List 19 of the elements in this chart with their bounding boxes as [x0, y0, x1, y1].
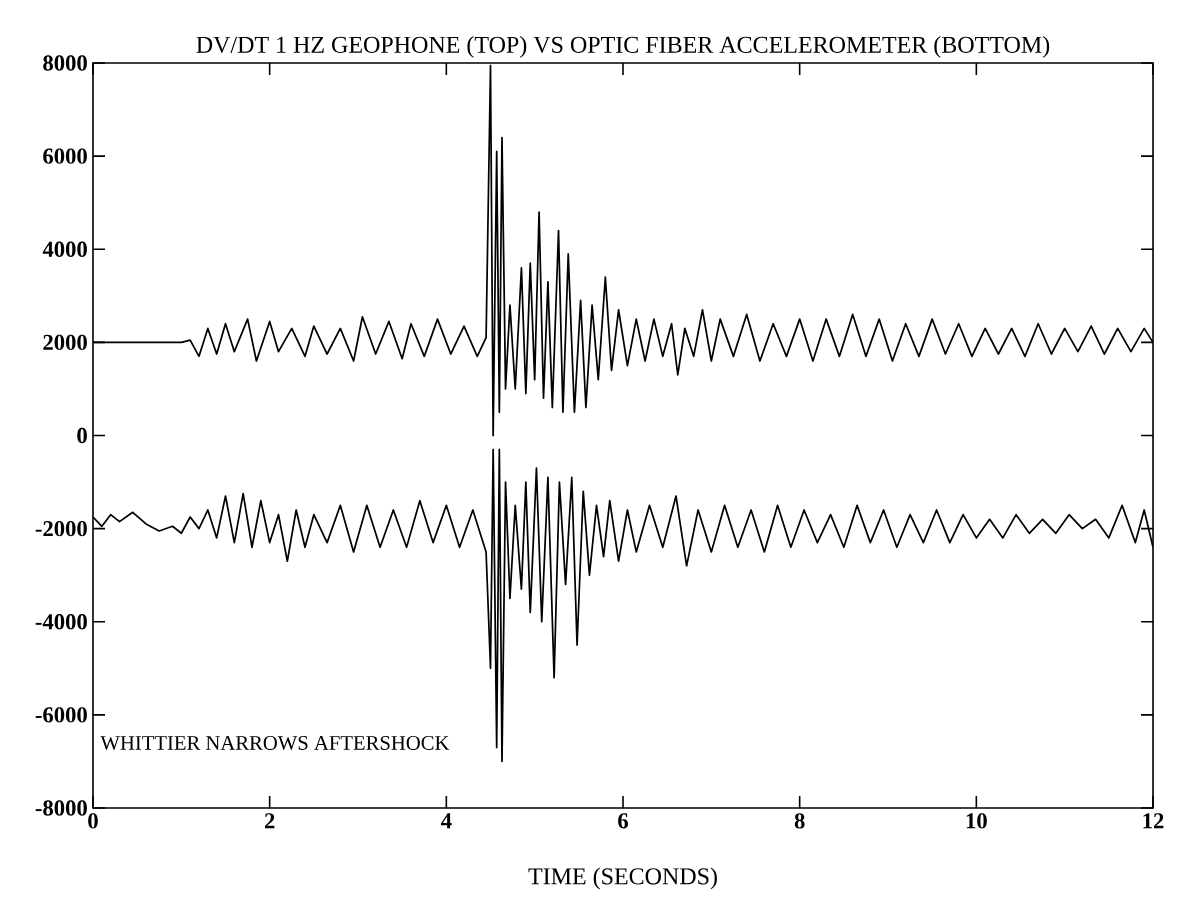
y-tick-label: 8000 [43, 55, 87, 71]
x-tick-label: 2 [264, 813, 275, 829]
x-tick-label: 12 [1143, 813, 1164, 829]
y-tick-label: 4000 [42, 241, 87, 257]
y-tick-label: -4000 [35, 614, 87, 630]
y-tick-label: -6000 [35, 707, 87, 723]
x-tick-label: 8 [794, 813, 805, 829]
annotation: WHITTIER NARROWS AFTERSHOCK [100, 736, 450, 750]
x-tick-label: 0 [88, 813, 98, 829]
x-tick-label: 6 [618, 813, 628, 829]
x-tick-label: 4 [440, 813, 452, 829]
y-tick-label: 2000 [43, 334, 87, 351]
chart-title: DV/DT 1 HZ GEOPHONE (TOP) VS OPTIC FIBER ACCELEROMETER (BOTTOM) [196, 35, 1050, 58]
y-tick-label: -8000 [35, 800, 87, 816]
x-axis-title: TIME (SECONDS) [528, 867, 717, 890]
x-tick-label: 10 [966, 813, 987, 829]
y-tick-label: -2000 [35, 520, 87, 537]
y-tick-label: 6000 [43, 148, 87, 164]
y-tick-label: 0 [77, 427, 87, 444]
